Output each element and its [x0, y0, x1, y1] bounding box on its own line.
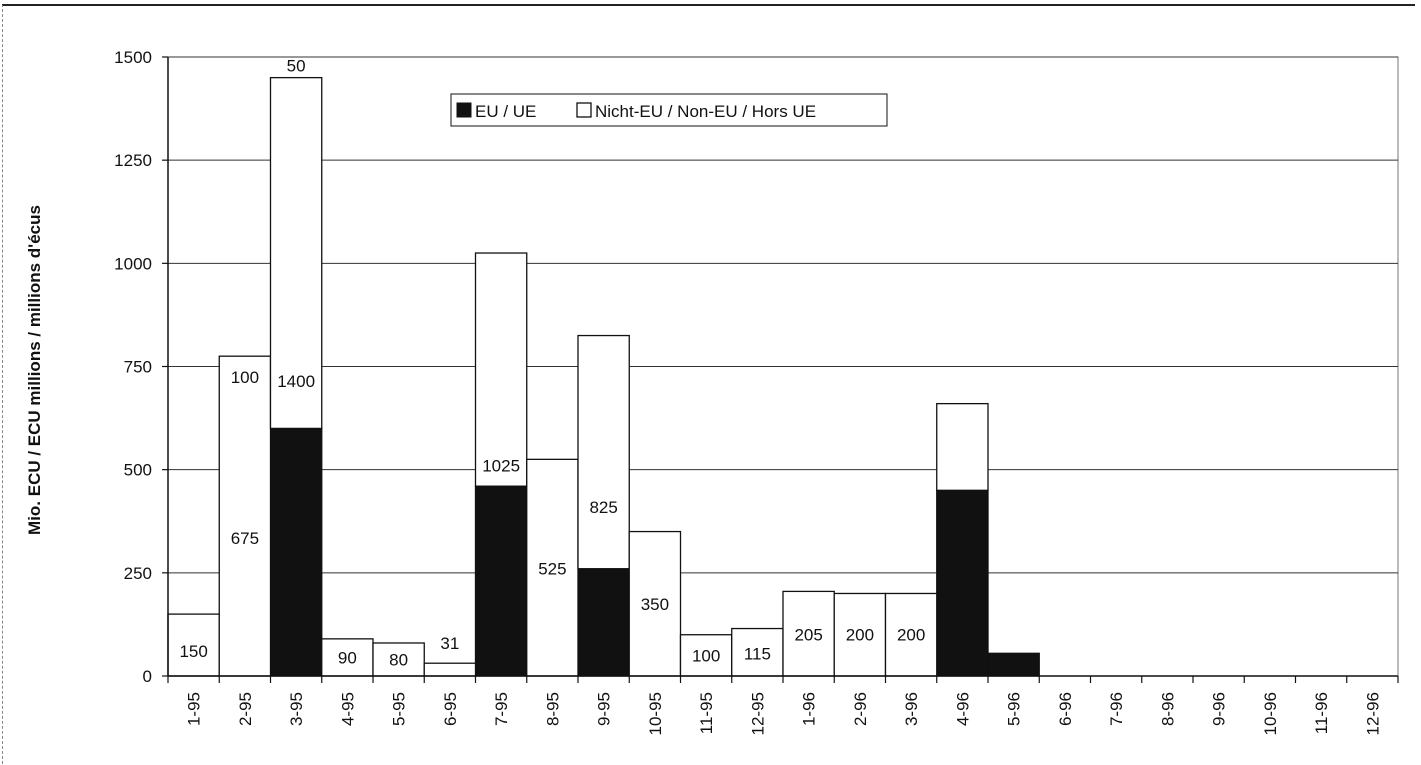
bars [167, 76, 1040, 677]
data-label: 50 [287, 56, 306, 75]
bar-segment-non-eu [782, 590, 835, 677]
legend: EU / UE Nicht-EU / Non-EU / Hors UE [450, 93, 888, 127]
x-tick-label: 10-96 [1261, 692, 1280, 735]
legend-label-non-eu: Nicht-EU / Non-EU / Hors UE [595, 102, 816, 121]
bar-segment-non-eu [474, 252, 528, 487]
data-label: 525 [538, 560, 566, 579]
data-label: 200 [897, 626, 925, 645]
bar-segment-non-eu [731, 627, 784, 677]
y-tick-label: 1500 [114, 48, 152, 67]
x-tick-label: 9-96 [1210, 692, 1229, 726]
bar-segment-eu [269, 427, 323, 677]
legend-label-eu: EU / UE [475, 102, 536, 121]
y-tick-label: 1000 [114, 254, 152, 273]
x-tick-label: 10-95 [646, 692, 665, 735]
x-tick-label: 11-95 [697, 692, 716, 734]
data-label: 675 [231, 529, 259, 548]
data-label: 200 [846, 626, 874, 645]
data-label: 100 [692, 646, 720, 665]
y-tick-label: 1250 [114, 151, 152, 170]
x-tick-label: 8-96 [1158, 692, 1177, 726]
data-label: 825 [589, 498, 617, 517]
data-label: 90 [338, 648, 357, 667]
data-label: 80 [389, 650, 408, 669]
gridlines [167, 56, 1399, 677]
bar-segment-eu [474, 485, 528, 677]
bar-segment-non-eu [936, 402, 989, 491]
data-label: 350 [641, 595, 669, 614]
chart-frame [2, 4, 1415, 764]
x-tick-label: 5-95 [390, 692, 409, 726]
bar-segment-eu [936, 489, 989, 677]
data-label: 205 [794, 626, 822, 645]
y-axis-label: Mio. ECU / ECU millions / millions d'écu… [25, 205, 44, 535]
x-tick-label: 11-96 [1312, 692, 1331, 734]
x-tick-label: 4-95 [338, 692, 357, 726]
y-tick-label: 500 [124, 461, 152, 480]
legend-box [450, 93, 888, 127]
x-tick-label: 7-96 [1107, 692, 1126, 726]
bar-segment-non-eu [218, 355, 272, 677]
x-tick-label: 6-95 [441, 692, 460, 726]
bar-segment-eu [987, 652, 1040, 677]
data-label: 115 [744, 644, 771, 663]
x-tick-label: 12-96 [1363, 692, 1382, 735]
x-tick-label: 2-95 [236, 692, 255, 726]
data-label: 31 [440, 634, 459, 653]
x-tick-label: 2-96 [851, 692, 870, 726]
data-label: 1400 [277, 372, 315, 391]
bar-segment-non-eu [526, 458, 579, 677]
x-tick-label: 9-95 [595, 692, 614, 726]
data-label: 150 [179, 642, 207, 661]
x-tick-label: 3-95 [287, 692, 306, 726]
x-tick-label: 6-96 [1056, 692, 1075, 726]
axes: 0 250 500 750 1000 1250 1500 1-95 2-95 3-95 4-95 5-… [114, 48, 1399, 735]
legend-swatch-non-eu [576, 102, 592, 118]
y-tick-label: 250 [124, 564, 152, 583]
bar-segment-non-eu [167, 613, 220, 677]
y-tick-label: 0 [143, 667, 152, 686]
x-tick-label: 8-95 [543, 692, 562, 726]
x-tick-label: 5-96 [1005, 692, 1024, 726]
bar-segment-non-eu [423, 662, 477, 677]
x-tick-label: 12-95 [748, 692, 767, 735]
bar-segment-eu [577, 568, 630, 677]
x-tick-label: 1-95 [185, 692, 204, 726]
bar-segment-non-eu [372, 642, 425, 677]
bar-segment-non-eu [269, 76, 323, 430]
data-label: 100 [231, 368, 259, 387]
x-tick-label: 7-95 [492, 692, 511, 726]
x-tick-label: 3-96 [902, 692, 921, 726]
data-label: 1025 [482, 457, 520, 476]
data-labels: 150 100 675 50 1400 90 80 31 1025 525 825 350 100 115… [179, 56, 925, 669]
x-tick-label: 1-96 [800, 692, 819, 726]
x-tick-label: 4-96 [953, 692, 972, 726]
legend-swatch-eu [456, 102, 472, 118]
bar-segment-non-eu [577, 334, 630, 570]
y-tick-label: 750 [124, 358, 152, 377]
